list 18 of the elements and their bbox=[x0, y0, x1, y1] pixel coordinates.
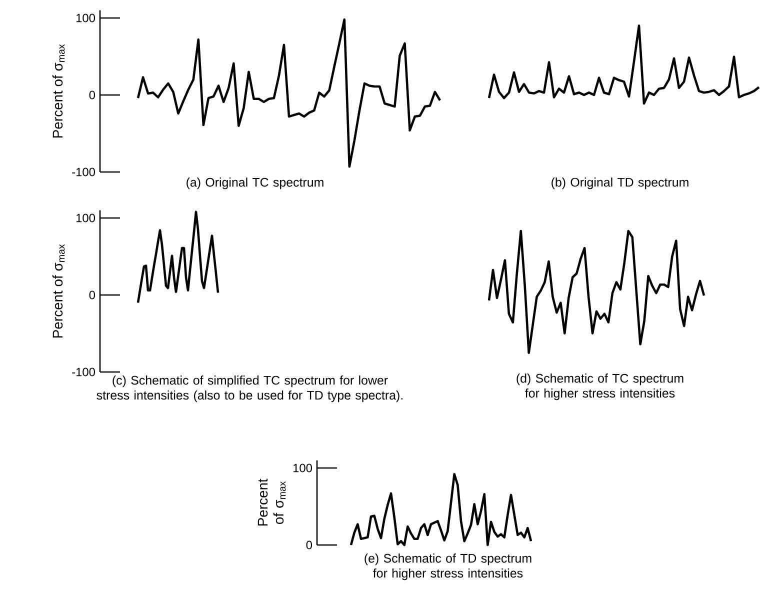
text: (e) Schematic of TD spectrum for higher stress intensities bbox=[364, 554, 532, 580]
y-tick-label: 100 bbox=[293, 464, 312, 472]
y-tick-label: 0 bbox=[89, 290, 96, 300]
y-axis-title: Percent of σ$_{max}$ bbox=[258, 478, 286, 526]
y-tick-label: -100 bbox=[72, 168, 96, 176]
y-axis-title: Percent of σ$_{max}$ bbox=[52, 244, 65, 338]
y-axis-title: Percent of σ$_{max}$ bbox=[52, 44, 65, 138]
text: (a) Original TC spectrum bbox=[186, 178, 324, 190]
y-tick-label: 0 bbox=[89, 90, 96, 100]
y-tick-label: 100 bbox=[76, 214, 96, 222]
line-series bbox=[350, 473, 532, 546]
y-tick-label: 0 bbox=[306, 540, 312, 550]
text: (d) Schematic of TC spectrum for higher stress intensities bbox=[516, 374, 684, 400]
text: (b) Original TD spectrum bbox=[552, 178, 688, 190]
y-tick-label: -100 bbox=[72, 368, 96, 376]
text: (c) Schematic of simplified TC spectrum for lower stress intensities (also to be used for TD type spectra). bbox=[96, 376, 402, 402]
y-tick-label: 100 bbox=[76, 14, 96, 22]
line-series bbox=[136, 18, 442, 168]
